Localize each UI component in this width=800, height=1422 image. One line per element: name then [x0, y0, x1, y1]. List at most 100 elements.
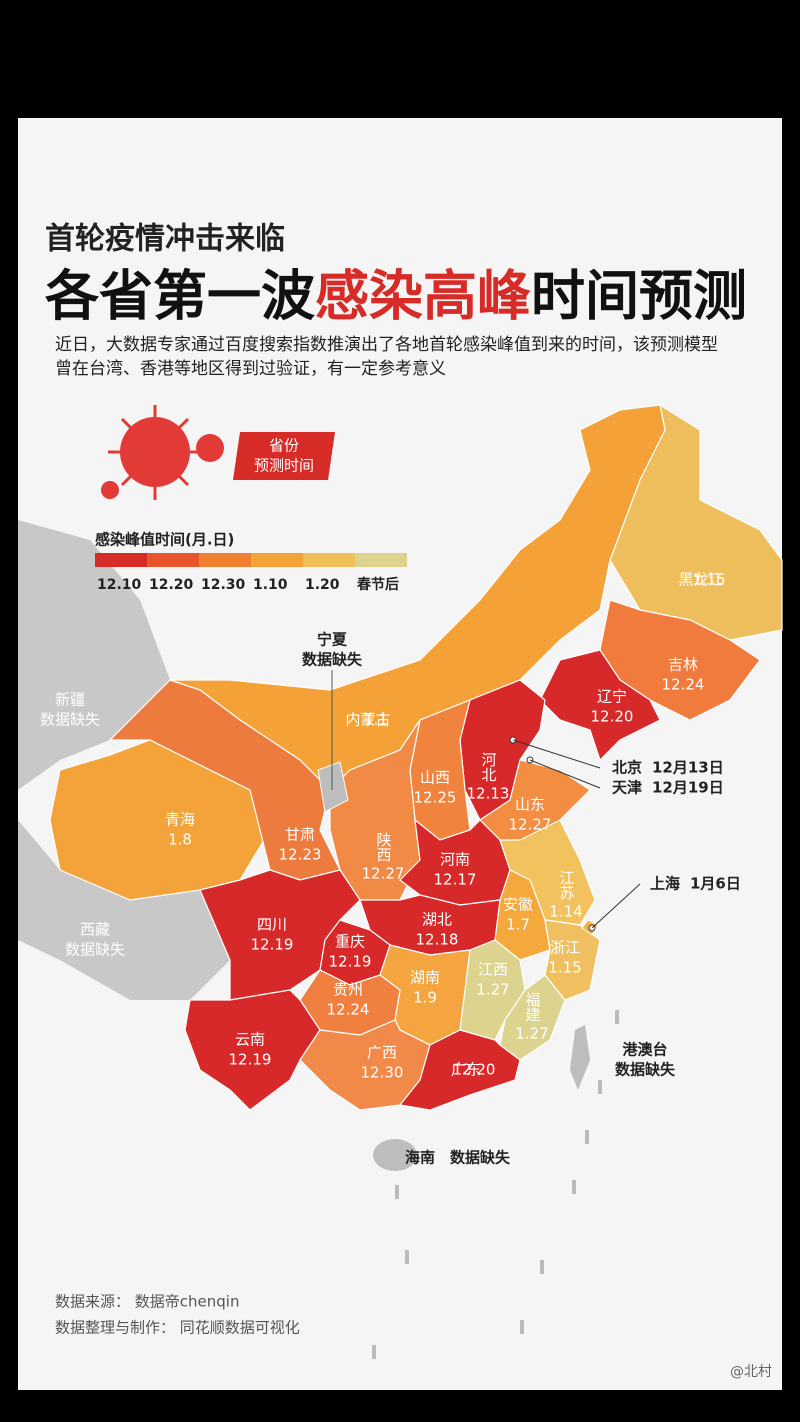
missing-name: 西藏: [80, 921, 110, 939]
virus-icon: [101, 405, 224, 500]
province-date: 12.20: [591, 708, 634, 726]
province-date: 1.1: [364, 711, 388, 729]
province: [184, 989, 321, 1111]
neighbor-land: [18, 520, 170, 790]
badge-text: 预测时间: [254, 457, 314, 475]
nine-dash-line: [372, 1010, 619, 1359]
description-line: 曾在台湾、香港等地区得到过验证，有一定参考意义: [55, 359, 446, 379]
legend-swatch: [355, 553, 407, 567]
callout-name: 上海: [650, 875, 680, 893]
province-date: 12.25: [414, 789, 457, 807]
legend-swatch: [199, 553, 251, 567]
legend-label: 12.30: [201, 577, 246, 593]
province-date: 12.24: [327, 1001, 370, 1019]
province-date: 1.14: [549, 903, 582, 921]
title-part: 时间预测: [531, 265, 747, 328]
province-date: 12.19: [251, 936, 294, 954]
province-name: 福建: [524, 992, 542, 1022]
province-date: 1.15: [548, 959, 581, 977]
province-date: 12.27: [362, 865, 405, 883]
province-name: 辽宁: [597, 688, 627, 706]
province-name: 青海: [165, 811, 195, 829]
missing-note: 数据缺失: [40, 711, 100, 729]
watermark: @北村: [730, 1364, 772, 1380]
missing-name: 港澳台: [622, 1041, 667, 1059]
province-name: 广西: [367, 1044, 397, 1062]
province-date: 12.30: [361, 1064, 404, 1082]
description-line: 近日，大数据专家通过百度搜索指数推演出了各地首轮感染峰值到来的时间，该预测模型: [55, 335, 718, 355]
title-part: 感染高峰: [315, 265, 531, 328]
province-name: 山东: [515, 796, 545, 814]
legend-label: 1.10: [253, 577, 288, 593]
legend-swatch: [303, 553, 355, 567]
province-name: 江苏: [558, 870, 576, 901]
missing-note: 数据缺失: [615, 1061, 676, 1079]
province: [398, 1029, 521, 1111]
province-date: 12.19: [229, 1051, 272, 1069]
province-date: 12.23: [279, 846, 322, 864]
province-name: 湖北: [422, 911, 452, 929]
province-name: 重庆: [335, 933, 365, 951]
province-date: 1.8: [168, 831, 192, 849]
province-date: 12.20: [453, 1061, 496, 1079]
callout-name: 北京: [612, 759, 642, 777]
callout-date: 1月6日: [690, 875, 741, 893]
missing-name: 海南: [405, 1149, 435, 1167]
province-name: 甘肃: [285, 826, 315, 844]
ningxia: [317, 761, 349, 813]
footer-line: 数据整理与制作： 同花顺数据可视化: [55, 1319, 300, 1337]
footer-line: 数据来源： 数据帝chenqin: [55, 1293, 239, 1311]
province-date: 1.15: [692, 571, 725, 589]
province-name: 山西: [420, 769, 450, 787]
legend-label: 1.20: [305, 577, 340, 593]
callout-line: [591, 883, 641, 929]
province-date: 12.17: [434, 871, 477, 889]
province: [49, 739, 271, 901]
province-name: 河南: [440, 851, 470, 869]
neighbor-land: [18, 820, 230, 1000]
province-name: 陕西: [375, 832, 393, 862]
province-name: 湖南: [410, 969, 440, 987]
province-date: 1.27: [515, 1025, 548, 1043]
province-name: 黑龙江: [678, 571, 723, 589]
province-date: 12.18: [416, 931, 459, 949]
hainan: [373, 1139, 417, 1171]
province-date: 1.27: [476, 981, 509, 999]
callout-line: [529, 759, 601, 789]
province-name: 安徽: [503, 896, 533, 914]
missing-name: 宁夏: [317, 631, 348, 649]
province-date: 1.7: [506, 916, 530, 934]
map: 黑龙江1.15吉林12.24辽宁12.20内蒙古1.1河北12.13山西12.2…: [18, 403, 783, 1171]
callout-date: 12月13日: [652, 759, 724, 777]
legend-label: 12.10: [97, 577, 142, 593]
callout-line: [512, 739, 601, 769]
province-name: 浙江: [550, 939, 580, 957]
missing-note: 数据缺失: [65, 941, 125, 959]
province-date: 12.13: [467, 785, 510, 803]
title-part: 各省第一波: [45, 265, 315, 328]
province-name: 内蒙古: [345, 711, 390, 729]
subtitle: 首轮疫情冲击来临: [45, 222, 285, 257]
legend-label: 春节后: [356, 576, 399, 593]
missing-name: 新疆: [55, 691, 85, 709]
province-name: 云南: [235, 1031, 265, 1049]
missing-note: 数据缺失: [302, 651, 363, 669]
province-date: 1.9: [413, 989, 437, 1007]
legend-title: 感染峰值时间(月.日): [95, 531, 234, 549]
province-name: 贵州: [333, 981, 363, 999]
legend-swatch: [95, 553, 147, 567]
province-name: 吉林: [668, 656, 698, 674]
callout-date: 12月19日: [652, 779, 724, 797]
province-date: 12.19: [329, 953, 372, 971]
province-name: 江西: [478, 961, 508, 979]
missing-note: 数据缺失: [450, 1149, 511, 1167]
legend-label: 12.20: [149, 577, 194, 593]
province-date: 12.24: [662, 676, 705, 694]
province: [539, 649, 661, 762]
province-name: 广东: [451, 1061, 481, 1079]
province: [108, 679, 341, 881]
legend-swatch: [251, 553, 303, 567]
province-name: 四川: [257, 916, 287, 934]
province: [499, 974, 566, 1061]
